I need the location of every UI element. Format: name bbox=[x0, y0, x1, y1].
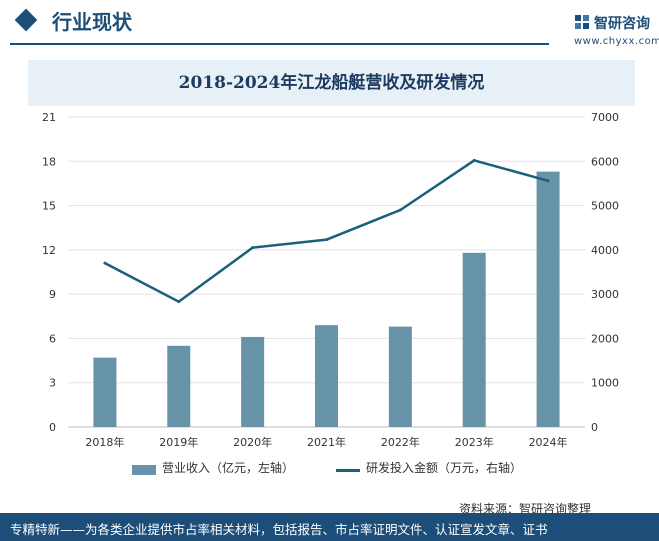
y-left-tick-label: 9 bbox=[49, 288, 56, 301]
x-tick-label: 2019年 bbox=[159, 435, 198, 449]
header-divider bbox=[10, 43, 549, 45]
bar bbox=[462, 252, 486, 427]
y-left-tick-label: 12 bbox=[42, 244, 56, 257]
rd-point bbox=[103, 261, 107, 265]
rd-point bbox=[398, 208, 402, 212]
brand-url: www.chyxx.com bbox=[574, 36, 659, 47]
y-right-tick-label: 3000 bbox=[591, 288, 619, 301]
brand-name: 智研咨询 bbox=[594, 16, 650, 32]
bar bbox=[536, 171, 560, 427]
rd-point bbox=[546, 179, 550, 183]
legend-label-revenue: 营业收入（亿元，左轴） bbox=[162, 461, 295, 475]
y-right-tick-label: 0 bbox=[591, 421, 598, 434]
legend-label-rd: 研发投入金额（万元，右轴） bbox=[366, 461, 523, 475]
legend-swatch-rd bbox=[336, 469, 360, 472]
y-left-tick-label: 6 bbox=[49, 332, 56, 345]
rd-point bbox=[472, 158, 476, 162]
x-tick-label: 2018年 bbox=[85, 435, 124, 449]
chart: 0 3 6 9 12 15 18 21 0 1000 2000 3000 4000 5000 6000 700… bbox=[42, 111, 619, 449]
source-note: 资料来源：智研咨询整理 bbox=[459, 502, 592, 516]
chart-title-band: 2018-2024年江龙船艇营收及研发情况 bbox=[28, 60, 635, 106]
y-left-tick-label: 15 bbox=[42, 200, 56, 213]
brand-logo-icon bbox=[575, 15, 589, 29]
chart-title: 2018-2024年江龙船艇营收及研发情况 bbox=[178, 73, 485, 93]
y-left-tick-label: 0 bbox=[49, 421, 56, 434]
bar bbox=[241, 336, 265, 427]
y-left-tick-label: 21 bbox=[42, 111, 56, 124]
y-right-tick-label: 4000 bbox=[591, 244, 619, 257]
y-left-tick-label: 18 bbox=[42, 155, 56, 168]
y-right-tick-label: 6000 bbox=[591, 155, 619, 168]
bar bbox=[315, 325, 338, 427]
x-tick-label: 2024年 bbox=[529, 435, 568, 449]
rd-point bbox=[325, 238, 328, 242]
footer-text: 专精特新——为各类企业提供市占率相关材料，包括报告、市占率证明文件、认证宣发文章… bbox=[10, 522, 548, 537]
rd-point bbox=[177, 300, 181, 304]
y-right-tick-label: 5000 bbox=[591, 200, 619, 213]
y-right-tick-label: 2000 bbox=[591, 332, 619, 345]
footer-banner: 专精特新——为各类企业提供市占率相关材料，包括报告、市占率证明文件、认证宣发文章… bbox=[0, 513, 659, 541]
bar bbox=[93, 357, 117, 427]
x-tick-label: 2021年 bbox=[307, 435, 346, 449]
rd-point bbox=[251, 246, 255, 250]
legend-swatch-revenue bbox=[132, 465, 156, 475]
x-tick-label: 2022年 bbox=[381, 435, 420, 449]
y-right-tick-label: 1000 bbox=[591, 377, 619, 390]
y-right-tick-label: 7000 bbox=[591, 111, 619, 124]
header: 行业现状 智研咨询 www.chyxx.com bbox=[0, 0, 659, 47]
bar bbox=[167, 345, 191, 427]
x-tick-label: 2020年 bbox=[233, 435, 272, 449]
section-title: 行业现状 bbox=[52, 10, 132, 34]
y-left-tick-label: 3 bbox=[49, 377, 56, 390]
bar bbox=[388, 326, 412, 427]
x-tick-label: 2023年 bbox=[455, 435, 494, 449]
